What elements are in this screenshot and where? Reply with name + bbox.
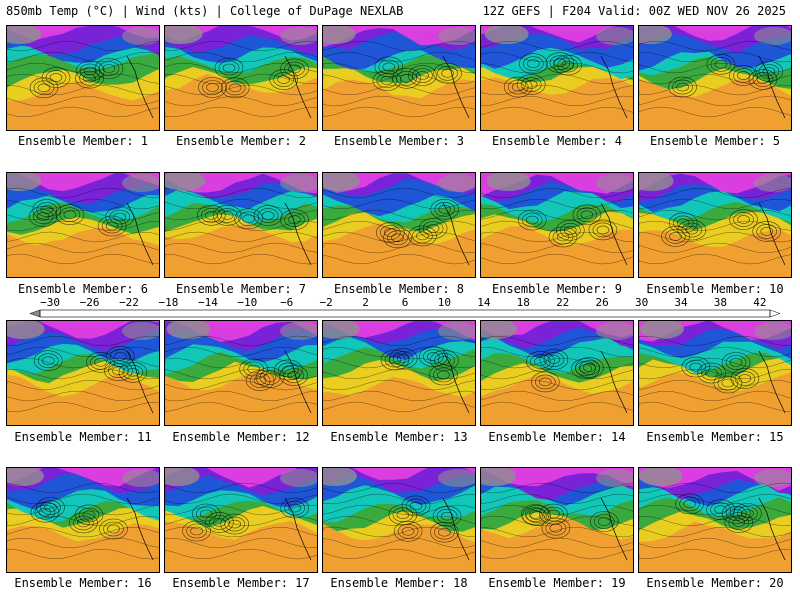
temperature-colorbar: −30 −26 −22 −18 −14 −10 −6 −2 2 6 10 14 18 22 26 30 34 38… bbox=[29, 296, 781, 318]
ensemble-panel-16 bbox=[6, 467, 160, 573]
ensemble-member-label: Ensemble Member: 8 bbox=[333, 282, 465, 296]
colorbar-tick-label: −26 bbox=[80, 296, 100, 309]
ensemble-member-label: Ensemble Member: 12 bbox=[172, 430, 310, 444]
colorbar-tick-label: −10 bbox=[237, 296, 257, 309]
ensemble-panel-3 bbox=[322, 25, 476, 131]
colorbar-tick-label: 22 bbox=[556, 296, 569, 309]
colorbar-tick-label: 42 bbox=[753, 296, 766, 309]
ensemble-panel-6 bbox=[6, 172, 160, 278]
ensemble-member-label: Ensemble Member: 18 bbox=[330, 576, 468, 590]
colorbar-tick-label: −18 bbox=[158, 296, 178, 309]
ensemble-panel-19 bbox=[480, 467, 634, 573]
colorbar-tick-label: 18 bbox=[517, 296, 530, 309]
colorbar-tick-label: 2 bbox=[362, 296, 369, 309]
colorbar-tick-label: 30 bbox=[635, 296, 648, 309]
ensemble-member-label: Ensemble Member: 3 bbox=[333, 134, 465, 148]
ensemble-panel-14 bbox=[480, 320, 634, 426]
header-title: 850mb Temp (°C) | Wind (kts) | College o… bbox=[6, 4, 404, 18]
ensemble-member-label: Ensemble Member: 9 bbox=[491, 282, 623, 296]
colorbar-tick-label: 26 bbox=[595, 296, 608, 309]
colorbar-max-arrow bbox=[769, 309, 781, 318]
ensemble-panel-5 bbox=[638, 25, 792, 131]
colorbar-border bbox=[39, 309, 771, 318]
ensemble-panel-1 bbox=[6, 25, 160, 131]
colorbar-tick-label: 6 bbox=[402, 296, 409, 309]
ensemble-member-label: Ensemble Member: 15 bbox=[646, 430, 784, 444]
ensemble-member-label: Ensemble Member: 19 bbox=[488, 576, 626, 590]
ensemble-panel-8 bbox=[322, 172, 476, 278]
ensemble-member-label: Ensemble Member: 11 bbox=[14, 430, 152, 444]
ensemble-member-label: Ensemble Member: 16 bbox=[14, 576, 152, 590]
ensemble-panel-2 bbox=[164, 25, 318, 131]
ensemble-panel-17 bbox=[164, 467, 318, 573]
colorbar-tick-label: −14 bbox=[198, 296, 218, 309]
colorbar-tick-label: 14 bbox=[477, 296, 491, 309]
ensemble-member-label: Ensemble Member: 6 bbox=[17, 282, 149, 296]
ensemble-panel-9 bbox=[480, 172, 634, 278]
ensemble-member-label: Ensemble Member: 10 bbox=[646, 282, 784, 296]
colorbar-tick-label: 10 bbox=[438, 296, 451, 309]
ensemble-member-label: Ensemble Member: 17 bbox=[172, 576, 310, 590]
ensemble-panel-4 bbox=[480, 25, 634, 131]
colorbar-tick-label: −22 bbox=[119, 296, 139, 309]
header-valid-time: 12Z GEFS | F204 Valid: 00Z WED NOV 26 20… bbox=[482, 4, 786, 18]
ensemble-member-label: Ensemble Member: 2 bbox=[175, 134, 307, 148]
ensemble-member-label: Ensemble Member: 5 bbox=[649, 134, 781, 148]
ensemble-member-label: Ensemble Member: 14 bbox=[488, 430, 626, 444]
ensemble-member-label: Ensemble Member: 13 bbox=[330, 430, 468, 444]
ensemble-panel-10 bbox=[638, 172, 792, 278]
colorbar-tick-label: 34 bbox=[674, 296, 688, 309]
ensemble-panel-7 bbox=[164, 172, 318, 278]
colorbar-tick-label: 38 bbox=[714, 296, 727, 309]
ensemble-member-label: Ensemble Member: 20 bbox=[646, 576, 784, 590]
ensemble-panel-20 bbox=[638, 467, 792, 573]
ensemble-panel-15 bbox=[638, 320, 792, 426]
ensemble-panel-18 bbox=[322, 467, 476, 573]
colorbar-tick-label: −30 bbox=[40, 296, 60, 309]
ensemble-member-label: Ensemble Member: 4 bbox=[491, 134, 623, 148]
colorbar-min-arrow bbox=[29, 309, 41, 318]
ensemble-panel-12 bbox=[164, 320, 318, 426]
colorbar-tick-label: −2 bbox=[319, 296, 332, 309]
ensemble-member-label: Ensemble Member: 1 bbox=[17, 134, 149, 148]
ensemble-member-label: Ensemble Member: 7 bbox=[175, 282, 307, 296]
colorbar-tick-label: −6 bbox=[280, 296, 293, 309]
ensemble-panel-13 bbox=[322, 320, 476, 426]
ensemble-panel-11 bbox=[6, 320, 160, 426]
